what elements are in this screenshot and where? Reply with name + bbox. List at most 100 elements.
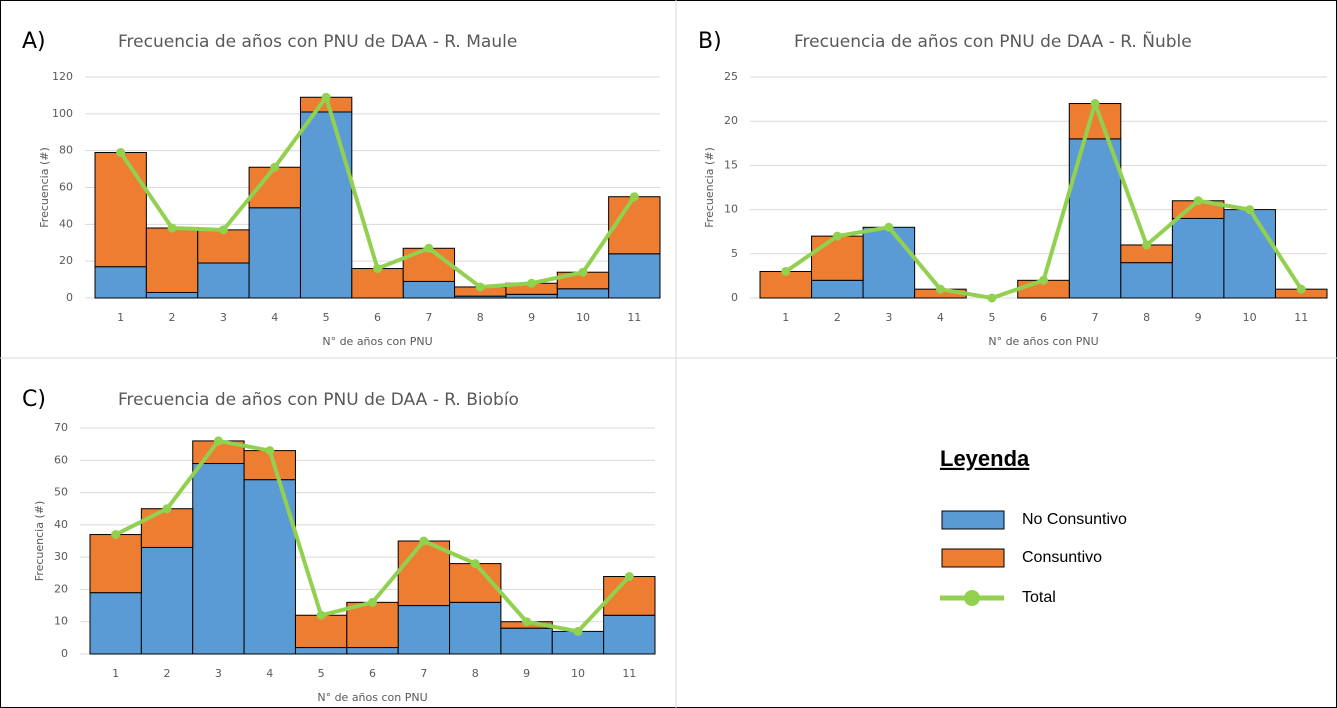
x-tick-label: 5	[988, 311, 995, 324]
y-tick-label: 20	[724, 114, 738, 127]
x-tick-label: 9	[523, 667, 530, 680]
line-marker	[368, 597, 377, 607]
x-axis-label: N° de años con PNU	[322, 335, 432, 348]
panel-label: B)	[698, 29, 722, 54]
y-tick-label: 50	[54, 486, 68, 499]
y-tick-label: 10	[54, 615, 68, 628]
bar	[89, 592, 142, 655]
x-tick-label: 8	[472, 667, 479, 680]
bar	[449, 601, 502, 655]
bar	[608, 196, 661, 255]
bar	[556, 288, 610, 299]
bar	[94, 152, 147, 268]
bar	[192, 463, 245, 655]
line-marker	[1090, 99, 1100, 109]
x-tick-label: 10	[1243, 311, 1257, 324]
x-tick-label: 5	[323, 311, 330, 324]
x-tick-label: 2	[164, 667, 171, 680]
x-tick-label: 7	[420, 667, 427, 680]
legend-swatch	[964, 590, 980, 606]
chart-title: Frecuencia de años con PNU de DAA - R. M…	[118, 32, 517, 52]
line-marker	[1039, 275, 1048, 285]
line-marker	[218, 225, 228, 235]
bar	[811, 235, 864, 281]
bar	[1223, 209, 1276, 299]
x-tick-label: 7	[425, 311, 432, 324]
y-axis-label: Frecuencia (#)	[703, 147, 716, 227]
line-marker	[373, 264, 382, 274]
line-marker	[1142, 240, 1152, 250]
legend-title: Leyenda	[940, 446, 1030, 471]
x-tick-label: 11	[622, 667, 636, 680]
line-marker	[522, 617, 532, 627]
x-tick-label: 3	[220, 311, 227, 324]
y-tick-label: 0	[66, 291, 73, 304]
bar	[140, 546, 194, 655]
bar	[140, 508, 194, 548]
line-marker	[213, 436, 223, 446]
x-tick-label: 8	[1143, 311, 1150, 324]
line-marker	[1193, 196, 1203, 206]
bar	[811, 279, 864, 299]
y-tick-label: 80	[59, 144, 73, 157]
line-marker	[629, 192, 639, 202]
line-marker	[470, 559, 480, 569]
x-tick-label: 1	[782, 311, 789, 324]
x-tick-label: 5	[318, 667, 325, 680]
line-marker	[884, 222, 894, 232]
line-marker	[116, 148, 126, 158]
x-axis-label: N° de años con PNU	[317, 691, 427, 704]
y-tick-label: 100	[52, 107, 73, 120]
line-marker	[321, 92, 331, 102]
line-marker	[167, 223, 177, 233]
x-tick-label: 10	[571, 667, 585, 680]
x-tick-label: 11	[627, 311, 641, 324]
y-tick-label: 60	[54, 453, 68, 466]
x-tick-label: 11	[1294, 311, 1308, 324]
line-marker	[1296, 284, 1306, 294]
line-marker	[162, 504, 172, 514]
y-tick-label: 0	[61, 647, 68, 660]
line-marker	[578, 267, 588, 277]
x-tick-label: 2	[834, 311, 841, 324]
y-tick-label: 20	[54, 582, 68, 595]
legend-label: Total	[1022, 589, 1056, 606]
bar	[94, 266, 147, 299]
x-tick-label: 3	[885, 311, 892, 324]
y-axis-label: Frecuencia (#)	[38, 147, 51, 227]
bar	[145, 291, 199, 299]
bar	[294, 614, 348, 649]
bar	[294, 647, 348, 655]
line-marker	[424, 243, 434, 253]
x-tick-label: 8	[477, 311, 484, 324]
bar	[346, 601, 399, 649]
y-tick-label: 30	[54, 550, 68, 563]
panel-label: C)	[22, 387, 46, 412]
x-tick-label: 9	[1195, 311, 1202, 324]
y-tick-label: 40	[59, 217, 73, 230]
bar	[346, 647, 399, 655]
x-tick-label: 4	[266, 667, 273, 680]
x-tick-label: 9	[528, 311, 535, 324]
x-tick-label: 1	[117, 311, 124, 324]
bar	[1120, 262, 1173, 299]
bar	[243, 450, 296, 481]
y-tick-label: 40	[54, 518, 68, 531]
bar	[862, 226, 916, 299]
x-tick-label: 1	[112, 667, 119, 680]
x-tick-label: 10	[576, 311, 590, 324]
bar	[505, 293, 558, 299]
chart-title: Frecuencia de años con PNU de DAA - R. Ñ…	[794, 30, 1192, 52]
y-tick-label: 20	[59, 254, 73, 267]
bar	[500, 627, 553, 655]
x-tick-label: 2	[169, 311, 176, 324]
legend-label: No Consuntivo	[1022, 511, 1127, 528]
legend-swatch	[941, 548, 1005, 568]
bar	[402, 280, 456, 299]
line-marker	[935, 284, 945, 294]
line-marker	[270, 162, 280, 172]
y-tick-label: 25	[724, 70, 738, 83]
x-axis-label: N° de años con PNU	[988, 335, 1098, 348]
y-tick-label: 120	[52, 70, 73, 83]
y-tick-label: 5	[731, 247, 738, 260]
